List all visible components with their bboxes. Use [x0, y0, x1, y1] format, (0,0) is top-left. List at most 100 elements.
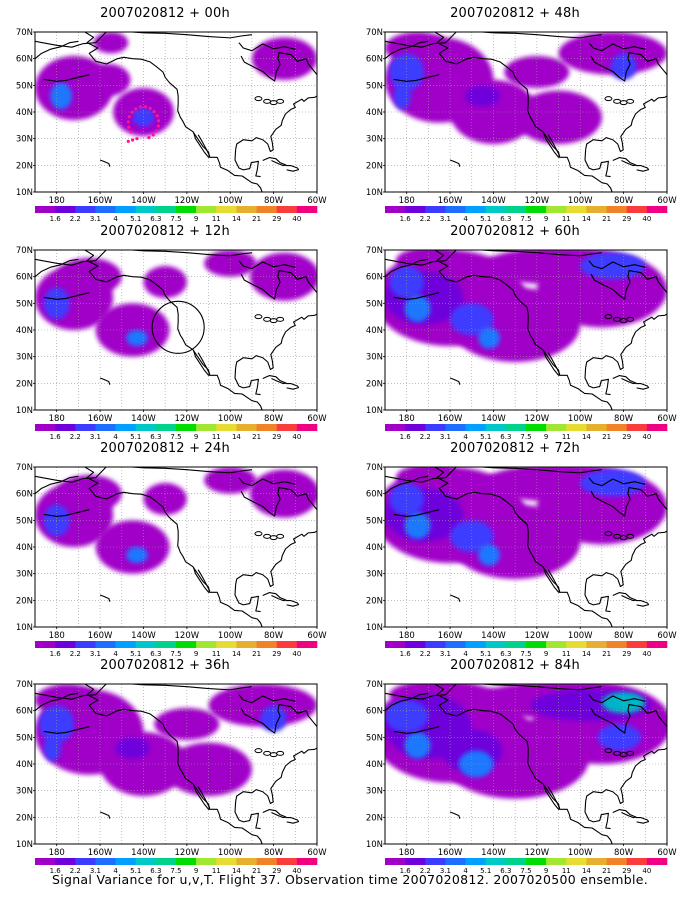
colorbar-label: 29 — [622, 867, 631, 875]
colorbar-swatch — [276, 641, 298, 648]
latitude-label: 40N — [16, 543, 33, 553]
latitude-label: 50N — [366, 81, 383, 91]
longitude-label: 160W — [438, 848, 463, 858]
colorbar-label: 2.2 — [420, 867, 431, 875]
latitude-label: 20N — [366, 379, 383, 389]
colorbar-swatch — [405, 206, 426, 213]
colorbar-swatch — [55, 424, 76, 431]
colorbar-swatch — [135, 641, 157, 648]
longitude-label: 180 — [49, 414, 65, 424]
colorbar-swatch — [505, 858, 527, 865]
longitude-label: 100W — [218, 196, 243, 206]
variance-shading — [35, 32, 317, 136]
colorbar-label: 7.5 — [170, 650, 181, 658]
colorbar-swatch — [155, 424, 177, 431]
colorbar-label: 1.6 — [50, 867, 62, 875]
latitude-label: 30N — [16, 570, 33, 580]
colorbar-swatch — [485, 858, 507, 865]
map-grid — [385, 250, 667, 410]
colorbar-swatch — [546, 424, 567, 431]
colorbar-label: 29 — [272, 215, 281, 223]
longitude-label: 120W — [525, 848, 550, 858]
colorbar-label: 7.5 — [520, 433, 531, 441]
colorbar-swatch — [35, 206, 56, 213]
latitude-label: 70N — [366, 28, 383, 38]
colorbar: 1.6 2.2 3.1 4 5.1 6.3 7.5 9 11 14 21 29 40 — [385, 641, 668, 658]
colorbar-label: 29 — [272, 867, 281, 875]
longitude-label: 140W — [481, 414, 506, 424]
longitude-label: 60W — [657, 414, 677, 424]
latitude-label: 20N — [366, 596, 383, 606]
colorbar: 1.6 2.2 3.1 4 5.1 6.3 7.5 9 11 14 21 29 40 — [385, 858, 668, 875]
map-grid — [35, 250, 317, 410]
coastlines — [385, 684, 667, 844]
flight-track-point — [154, 129, 159, 133]
colorbar-swatch — [115, 858, 137, 865]
longitude-label: 160W — [88, 196, 113, 206]
colorbar-label: 9 — [194, 215, 198, 223]
latitude-label: 50N — [366, 299, 383, 309]
latitude-label: 50N — [16, 516, 33, 526]
longitude-label: 80W — [264, 414, 284, 424]
variance-contour — [126, 330, 148, 346]
latitude-label: 40N — [16, 326, 33, 336]
latitude-label: 20N — [16, 161, 33, 171]
colorbar-label: 4 — [463, 650, 468, 658]
latitude-label: 30N — [16, 787, 33, 797]
longitude-label: 160W — [88, 631, 113, 641]
variance-contour — [208, 684, 317, 727]
colorbar-swatch — [55, 641, 76, 648]
colorbar-swatch — [526, 206, 547, 213]
colorbar-swatch — [586, 641, 607, 648]
longitude-label: 160W — [438, 631, 463, 641]
variance-contour — [478, 327, 500, 349]
colorbar-label: 14 — [232, 650, 241, 658]
colorbar-label: 11 — [212, 867, 221, 875]
colorbar-swatch — [526, 641, 547, 648]
colorbar-label: 1.6 — [50, 650, 62, 658]
latitude-label: 10N — [16, 406, 33, 416]
colorbar-swatch — [256, 858, 278, 865]
latitude-label: 70N — [366, 463, 383, 473]
colorbar-swatch — [55, 206, 76, 213]
colorbar: 1.6 2.2 3.1 4 5.1 6.3 7.5 9 11 14 21 29 40 — [385, 206, 668, 223]
longitude-label: 60W — [307, 414, 327, 424]
latitude-label: 30N — [16, 135, 33, 145]
latitude-label: 40N — [366, 543, 383, 553]
longitude-label: 100W — [218, 414, 243, 424]
latitude-label: 70N — [366, 680, 383, 690]
colorbar-swatch — [385, 641, 406, 648]
latitude-label: 60N — [16, 55, 33, 65]
flight-track-point — [156, 119, 161, 123]
colorbar-label: 21 — [602, 650, 611, 658]
variance-contour — [385, 700, 429, 732]
variance-contour — [95, 303, 170, 357]
variance-map: 10N 20N 30N 40N 50N 60N 70N 180 160W 140W 120W 100W… — [16, 246, 327, 441]
latitude-label: 20N — [16, 379, 33, 389]
longitude-label: 160W — [438, 414, 463, 424]
colorbar-label: 2.2 — [420, 215, 431, 223]
colorbar-swatch — [505, 641, 527, 648]
latitude-label: 20N — [16, 596, 33, 606]
coastlines — [35, 250, 317, 410]
colorbar-swatch — [546, 641, 567, 648]
map-grid — [35, 684, 317, 844]
colorbar-label: 11 — [562, 215, 571, 223]
colorbar-label: 40 — [292, 433, 301, 441]
longitude-label: 100W — [218, 631, 243, 641]
colorbar-label: 7.5 — [520, 650, 531, 658]
longitude-label: 120W — [175, 848, 200, 858]
latitude-label: 60N — [16, 273, 33, 283]
colorbar-swatch — [95, 424, 116, 431]
longitude-label: 180 — [399, 848, 415, 858]
colorbar-swatch — [465, 641, 487, 648]
longitude-label: 100W — [568, 414, 593, 424]
colorbar-label: 5.1 — [480, 650, 491, 658]
latitude-label: 20N — [16, 813, 33, 823]
forecast-panel: 2007020812 + 00h 10N 20N 30N 40N 50N 60N 70N 180… — [0, 6, 330, 223]
colorbar-label: 4 — [113, 867, 118, 875]
colorbar-label: 3.1 — [90, 433, 101, 441]
panel-title: 2007020812 + 60h — [450, 224, 580, 239]
longitude-label: 120W — [175, 414, 200, 424]
colorbar-label: 40 — [292, 215, 301, 223]
